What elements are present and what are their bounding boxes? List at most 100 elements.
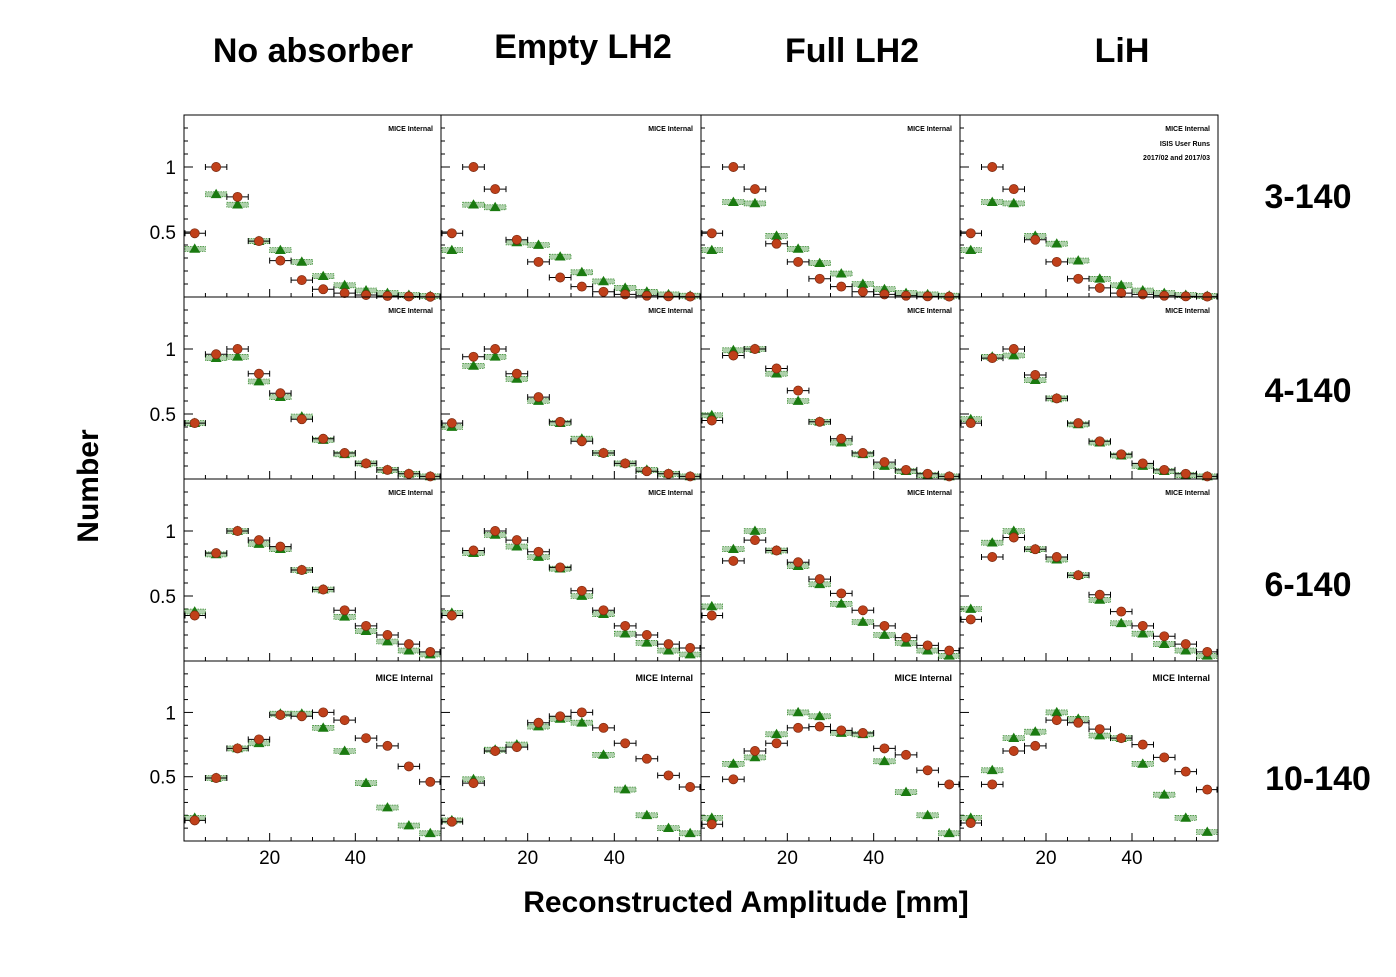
series-upstream [701,344,960,482]
upstream-point [857,728,868,738]
downstream-point [835,598,847,608]
upstream-point [511,368,522,379]
upstream-point [1180,766,1191,777]
upstream-point [598,722,609,733]
downstream-point [317,722,329,732]
upstream-point [490,184,501,195]
upstream-point [533,717,544,728]
downstream-point [965,603,977,613]
upstream-point [771,545,782,556]
series-upstream [960,532,1218,657]
upstream-point [1051,715,1062,726]
upstream-point [944,645,955,656]
upstream-point [1116,606,1127,617]
upstream-point [189,815,200,826]
upstream-point [446,418,457,429]
series-upstream [960,715,1218,828]
panel-row1-no-absorber: 0.5 1 MICE Internal [150,114,442,302]
upstream-point [232,344,243,354]
upstream-point [318,433,329,444]
downstream-point [576,266,588,277]
downstream-point [792,243,804,253]
upstream-point [793,557,804,568]
downstream-point [1180,812,1192,822]
downstream-point [360,777,372,787]
series-upstream [701,535,960,656]
upstream-point [296,565,307,575]
upstream-point [1051,393,1062,404]
downstream-point [1115,617,1127,628]
upstream-point [254,368,264,379]
upstream-point [382,291,393,301]
upstream-point [275,388,286,399]
upstream-point [533,392,544,403]
upstream-point [254,236,264,247]
upstream-point [339,448,350,458]
y-tick-label: 0.5 [150,405,176,426]
panel-row3-no-absorber: 0.5 1 MICE Internal [150,478,442,662]
upstream-point [922,468,933,479]
row-label-4-140: 4-140 [1265,372,1352,410]
series-downstream [960,706,1218,836]
upstream-point [706,610,717,621]
downstream-point [878,755,890,766]
upstream-point [1008,184,1019,195]
upstream-point [1116,449,1127,460]
upstream-point [641,466,652,477]
downstream-point [814,257,826,268]
upstream-point [275,710,286,720]
y-tick-label: 0.5 [150,223,176,244]
upstream-point [318,584,329,595]
column-title-lih: LiH [1095,32,1150,70]
downstream-point [1051,706,1063,717]
upstream-point [685,471,696,482]
downstream-point [771,728,783,739]
column-title-empty-lh2: Empty LH2 [494,28,672,66]
upstream-point [965,818,976,828]
downstream-point [1051,238,1063,248]
x-tick-label: 40 [863,848,884,869]
upstream-point [706,819,717,830]
upstream-point [1159,290,1170,301]
upstream-point [1094,436,1105,447]
downstream-point [727,543,739,554]
upstream-point [576,281,587,292]
x-tick-label: 20 [517,848,538,869]
upstream-point [793,385,804,396]
upstream-point [1030,234,1041,245]
upstream-point [403,468,414,479]
downstream-point [749,197,761,208]
upstream-point [771,738,782,749]
upstream-point [685,643,696,653]
downstream-point [706,812,718,822]
upstream-point [663,770,674,781]
mice-internal-label: MICE Internal [388,126,433,133]
upstream-point [232,743,243,754]
upstream-point [641,290,652,301]
upstream-point [620,458,631,469]
downstream-point [424,827,436,838]
panel-row3-lih: MICE Internal [959,478,1219,662]
upstream-point [425,646,436,657]
downstream-point [986,537,998,547]
panel-row1-lih: MICE Internal ISIS User Runs 2017/02 and 2… [959,114,1219,302]
x-tick-label: 20 [777,848,798,869]
column-title-no-absorber: No absorber [213,32,413,70]
upstream-point [965,418,976,429]
upstream-point [511,234,522,245]
upstream-point [793,256,804,267]
upstream-point [620,620,631,631]
upstream-point [490,344,501,354]
downstream-point [511,541,523,551]
upstream-point [1051,552,1062,562]
panel-row4-empty-lh2: 20 40 MICE Internal [440,660,702,869]
downstream-point [296,256,308,266]
upstream-point [1159,752,1170,763]
y-axis-title: Number [72,429,105,543]
downstream-point [339,279,351,290]
upstream-point [706,228,717,239]
upstream-point [555,562,566,573]
y-tick-label: 0.5 [150,587,176,608]
upstream-point [1073,273,1084,284]
